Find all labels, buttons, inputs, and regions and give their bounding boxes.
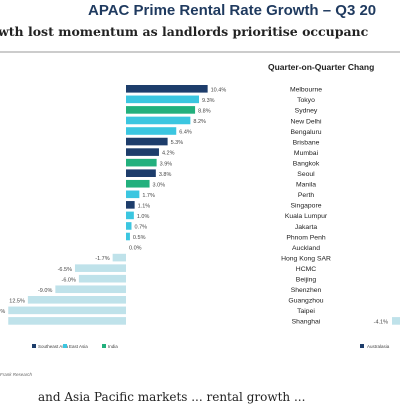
city-label-bangkok: Bangkok bbox=[293, 160, 320, 167]
bar-melbourne bbox=[126, 85, 208, 93]
value-label-taipei: % bbox=[0, 309, 5, 315]
value-label-hcmc: -6.5% bbox=[58, 267, 72, 273]
city-label-brisbane: Brisbane bbox=[293, 139, 320, 146]
city-label-shanghai: Shanghai bbox=[292, 319, 321, 326]
city-label-phnom-penh: Phnom Penh bbox=[286, 234, 326, 241]
bar-beijing bbox=[78, 274, 126, 283]
bar-perth bbox=[126, 190, 140, 199]
right-panel-title: Quarter-on-Quarter Chang bbox=[268, 62, 375, 72]
right-value-label-shanghai: -4.1% bbox=[374, 320, 388, 326]
bar-phnom-penh bbox=[126, 232, 130, 241]
value-label-beijing: -6.0% bbox=[62, 277, 76, 283]
city-label-guangzhou: Guangzhou bbox=[288, 298, 323, 305]
city-label-hcmc: HCMC bbox=[296, 266, 316, 273]
value-label-auckland: 0.0% bbox=[129, 246, 142, 252]
value-label-bengaluru: 6.4% bbox=[179, 130, 192, 136]
bar-mumbai bbox=[126, 148, 159, 156]
bar-brisbane bbox=[126, 137, 168, 146]
value-label-tokyo: 9.3% bbox=[202, 98, 215, 104]
value-label-jakarta: 0.7% bbox=[134, 225, 147, 231]
city-label-seoul: Seoul bbox=[297, 171, 315, 178]
value-label-phnom-penh: 0.5% bbox=[133, 235, 146, 241]
city-label-bengaluru: Bengaluru bbox=[291, 129, 322, 136]
legend-label-india: India bbox=[108, 344, 118, 349]
city-label-kuala-lumpur: Kuala Lumpur bbox=[285, 213, 328, 220]
legend-label-southeast-asia: Southeast Asia bbox=[38, 344, 69, 349]
value-label-kuala-lumpur: 1.0% bbox=[137, 214, 150, 220]
city-label-taipei: Taipei bbox=[297, 308, 315, 315]
right-bar-shanghai bbox=[392, 317, 400, 325]
legend: Southeast Asia East Asia India bbox=[32, 344, 118, 349]
bar-tokyo bbox=[126, 95, 200, 104]
value-label-melbourne: 10.4% bbox=[211, 87, 227, 93]
bar-kuala-lumpur bbox=[126, 211, 134, 220]
right-panel: -4.1% Australasia bbox=[360, 317, 400, 349]
bar-taipei bbox=[8, 306, 126, 315]
legend-swatch-southeast-asia bbox=[32, 344, 36, 348]
bar-guangzhou bbox=[27, 296, 126, 304]
city-label-column: Melbourne Tokyo Sydney New Delhi Bengaluru Br… bbox=[281, 87, 331, 326]
value-label-singapore: 1.1% bbox=[138, 203, 151, 209]
value-label-sydney: 8.8% bbox=[198, 109, 211, 115]
city-label-beijing: Beijing bbox=[296, 277, 317, 284]
legend-label-east-asia: East Asia bbox=[69, 344, 88, 349]
value-label-brisbane: 5.3% bbox=[171, 140, 184, 146]
city-label-new-delhi: New Delhi bbox=[291, 118, 322, 125]
city-label-mumbai: Mumbai bbox=[294, 150, 319, 157]
value-label-shenzhen: -9.0% bbox=[38, 288, 52, 294]
bar-series: 10.4% 9.3% 8.8% 8.2%6.4% 5.3% 4.2% 3.9% 3.8% 3.0… bbox=[0, 85, 226, 325]
city-label-singapore: Singapore bbox=[291, 203, 322, 210]
legend-swatch-india bbox=[102, 344, 106, 348]
value-label-mumbai: 4.2% bbox=[162, 151, 175, 157]
bar-singapore bbox=[126, 201, 135, 209]
source-footnote: Frank Research bbox=[0, 372, 33, 377]
bar-jakarta bbox=[126, 222, 132, 230]
bar-shenzhen bbox=[55, 285, 126, 294]
city-label-shenzhen: Shenzhen bbox=[291, 287, 322, 294]
chart-title: APAC Prime Rental Rate Growth – Q3 20 bbox=[88, 2, 377, 19]
city-label-hong-kong-sar: Hong Kong SAR bbox=[281, 255, 331, 262]
city-label-perth: Perth bbox=[298, 192, 314, 199]
city-label-tokyo: Tokyo bbox=[297, 97, 315, 104]
bar-manila bbox=[126, 179, 150, 188]
bar-sydney bbox=[126, 106, 196, 114]
bar-seoul bbox=[126, 169, 156, 177]
bar-bangkok bbox=[126, 158, 157, 167]
city-label-manila: Manila bbox=[296, 182, 316, 189]
legend-swatch-australasia bbox=[360, 344, 364, 348]
chart-subtitle: wth lost momentum as landlords prioritis… bbox=[0, 24, 369, 39]
value-label-seoul: 3.8% bbox=[159, 172, 172, 178]
bar-shanghai bbox=[8, 317, 126, 325]
bar-hcmc bbox=[74, 264, 126, 272]
value-label-manila: 3.0% bbox=[153, 182, 166, 188]
city-label-jakarta: Jakarta bbox=[295, 224, 318, 231]
city-label-melbourne: Melbourne bbox=[290, 87, 322, 94]
value-label-new-delhi: 8.2% bbox=[193, 119, 206, 125]
bar-hong-kong-sar bbox=[112, 253, 126, 262]
value-label-hong-kong-sar: -1.7% bbox=[95, 256, 109, 262]
caption-text: and Asia Pacific markets ... rental grow… bbox=[38, 390, 306, 404]
value-label-perth: 1.7% bbox=[142, 193, 155, 199]
value-label-guangzhou: 12.5% bbox=[9, 298, 25, 304]
value-label-bangkok: 3.9% bbox=[160, 161, 173, 167]
bar-bengaluru bbox=[126, 127, 177, 135]
legend-swatch-east-asia bbox=[63, 344, 67, 348]
city-label-auckland: Auckland bbox=[292, 245, 320, 252]
city-label-sydney: Sydney bbox=[295, 108, 318, 115]
bar-new-delhi bbox=[126, 116, 191, 125]
legend-label-australasia: Australasia bbox=[367, 344, 390, 349]
